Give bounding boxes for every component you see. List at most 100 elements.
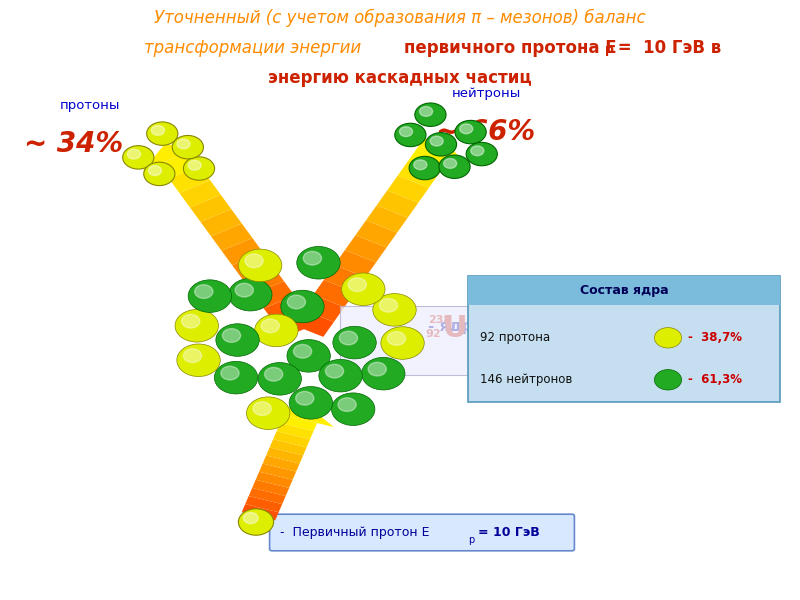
Circle shape [261, 319, 279, 332]
Polygon shape [169, 166, 210, 193]
Text: 92 протона: 92 протона [480, 331, 550, 344]
Circle shape [183, 157, 214, 180]
Circle shape [177, 344, 220, 377]
Polygon shape [277, 423, 314, 439]
Circle shape [229, 278, 272, 311]
Text: р: р [605, 43, 614, 56]
Circle shape [439, 155, 470, 178]
Text: ~ 34%: ~ 34% [24, 130, 123, 158]
Circle shape [175, 310, 218, 342]
Text: протоны: протоны [60, 98, 120, 112]
Text: Состав ядра: Состав ядра [580, 284, 668, 297]
Text: -  38,7%: - 38,7% [688, 331, 742, 344]
Polygon shape [232, 253, 274, 280]
Circle shape [127, 149, 141, 159]
Polygon shape [222, 238, 263, 265]
Polygon shape [270, 439, 306, 455]
Text: U: U [442, 314, 467, 343]
Circle shape [238, 249, 282, 281]
Circle shape [414, 160, 427, 170]
Circle shape [426, 133, 457, 156]
Circle shape [222, 329, 241, 343]
Text: ~ 66%: ~ 66% [436, 118, 535, 146]
Circle shape [654, 328, 682, 348]
Circle shape [177, 139, 190, 149]
Circle shape [245, 254, 263, 268]
FancyBboxPatch shape [468, 276, 780, 402]
Circle shape [460, 124, 473, 134]
Circle shape [253, 402, 271, 415]
Circle shape [182, 314, 200, 328]
Polygon shape [190, 195, 231, 222]
Circle shape [238, 509, 274, 535]
Polygon shape [280, 415, 317, 431]
Circle shape [319, 359, 362, 392]
Polygon shape [274, 310, 315, 337]
Polygon shape [249, 488, 286, 504]
Polygon shape [201, 209, 242, 236]
Polygon shape [242, 267, 284, 294]
Polygon shape [377, 190, 418, 218]
Text: - ядро: - ядро [428, 319, 483, 335]
Circle shape [399, 127, 413, 137]
Polygon shape [408, 146, 450, 173]
Polygon shape [403, 139, 466, 164]
Circle shape [326, 364, 344, 378]
Circle shape [235, 283, 254, 297]
Circle shape [243, 512, 258, 524]
Circle shape [430, 136, 443, 146]
Circle shape [654, 370, 682, 390]
Polygon shape [355, 220, 397, 248]
Text: = 10 ГэВ: = 10 ГэВ [478, 526, 540, 539]
Polygon shape [273, 431, 310, 448]
Polygon shape [334, 250, 376, 277]
Polygon shape [253, 281, 294, 308]
Circle shape [368, 362, 386, 376]
Circle shape [265, 367, 282, 381]
Circle shape [188, 280, 231, 313]
Circle shape [419, 107, 433, 116]
Polygon shape [302, 295, 344, 322]
Circle shape [339, 331, 358, 345]
Polygon shape [252, 480, 289, 496]
Text: =  10 ГэВ в: = 10 ГэВ в [612, 39, 722, 57]
Polygon shape [264, 296, 305, 323]
Polygon shape [398, 161, 439, 188]
Circle shape [287, 340, 330, 372]
Circle shape [338, 398, 356, 412]
Circle shape [194, 285, 213, 298]
Circle shape [381, 327, 424, 359]
Circle shape [122, 146, 154, 169]
Polygon shape [324, 265, 366, 292]
Circle shape [246, 397, 290, 430]
Circle shape [146, 122, 178, 145]
Circle shape [296, 391, 314, 405]
Circle shape [216, 324, 259, 356]
Text: 238: 238 [428, 315, 451, 325]
Circle shape [303, 251, 322, 265]
Text: трансформации энергии: трансформации энергии [144, 39, 366, 57]
Circle shape [466, 142, 498, 166]
Polygon shape [345, 235, 386, 262]
FancyBboxPatch shape [340, 306, 516, 375]
Circle shape [254, 314, 298, 347]
Circle shape [151, 125, 165, 135]
Polygon shape [387, 176, 429, 203]
Polygon shape [158, 152, 200, 179]
Text: первичного протона Е: первичного протона Е [404, 39, 617, 57]
Text: -  61,3%: - 61,3% [688, 373, 742, 386]
Text: энергию каскадных частиц: энергию каскадных частиц [268, 69, 532, 87]
Circle shape [444, 158, 457, 169]
Circle shape [172, 136, 203, 159]
Circle shape [149, 166, 162, 176]
Polygon shape [366, 205, 408, 233]
Circle shape [394, 123, 426, 146]
Circle shape [183, 349, 202, 362]
Circle shape [287, 295, 306, 309]
Circle shape [258, 362, 302, 395]
Text: 92: 92 [426, 329, 442, 339]
Circle shape [415, 103, 446, 127]
Circle shape [294, 344, 312, 358]
Polygon shape [211, 224, 252, 251]
Polygon shape [245, 496, 282, 512]
